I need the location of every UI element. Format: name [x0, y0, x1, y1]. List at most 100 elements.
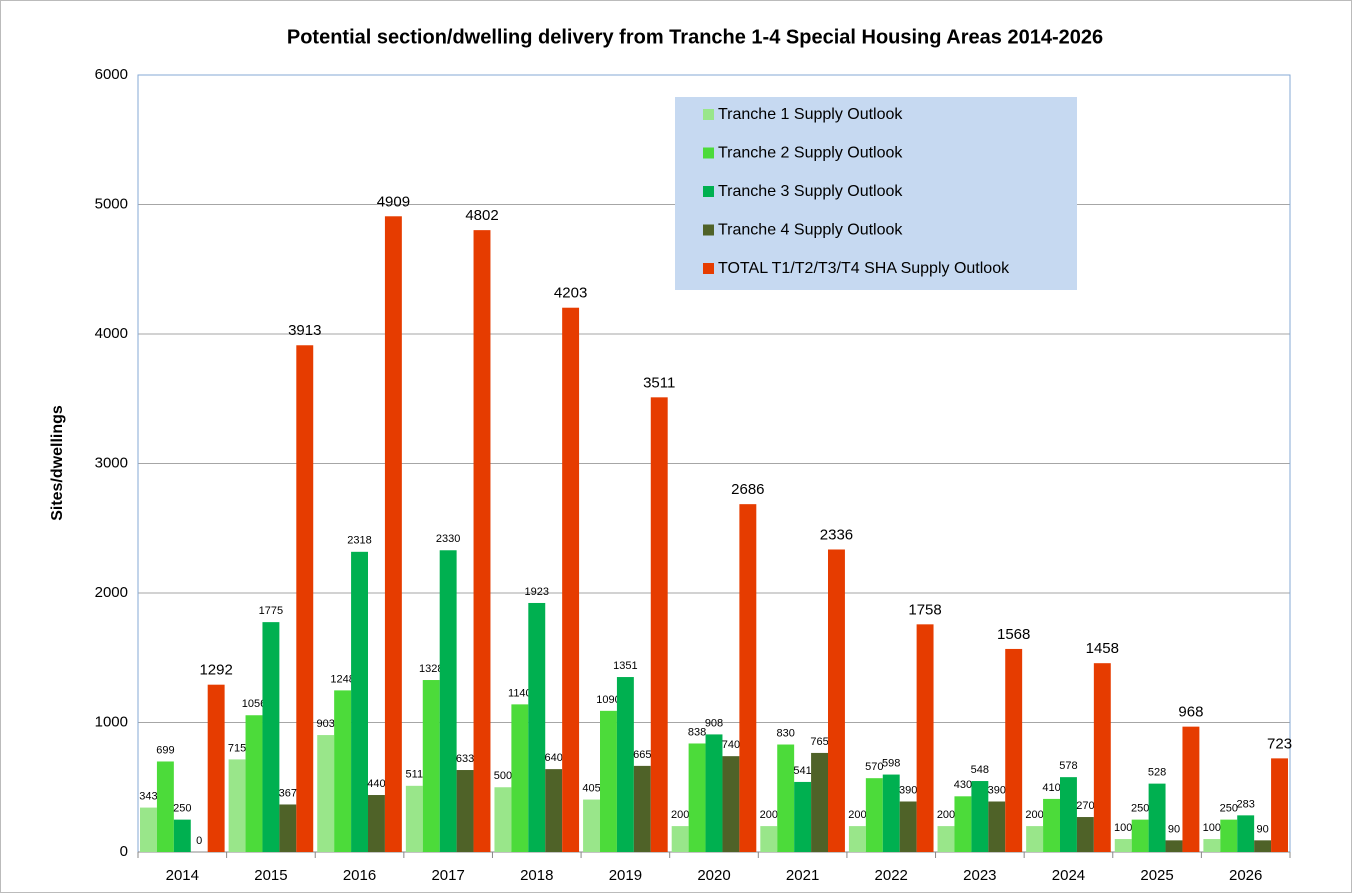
y-tick-label: 6000 — [95, 66, 128, 83]
x-tick-label: 2025 — [1140, 867, 1173, 884]
value-label: 440 — [367, 778, 385, 790]
bar — [334, 690, 352, 852]
bar — [511, 704, 529, 852]
value-label: 908 — [705, 717, 723, 729]
bar — [1165, 840, 1183, 852]
legend-label: Tranche 1 Supply Outlook — [718, 106, 903, 123]
bar — [562, 307, 580, 852]
value-label: 3511 — [643, 374, 675, 391]
x-tick-label: 2023 — [963, 867, 996, 884]
value-label: 250 — [173, 803, 191, 815]
x-tick-label: 2015 — [254, 867, 287, 884]
value-label: 1328 — [419, 663, 443, 675]
value-label: 1775 — [259, 605, 283, 617]
y-tick-label: 0 — [120, 843, 128, 860]
value-label: 100 — [1203, 822, 1221, 834]
legend-label: Tranche 4 Supply Outlook — [718, 222, 903, 239]
value-label: 100 — [1114, 822, 1132, 834]
bar — [811, 752, 828, 852]
value-label: 541 — [793, 765, 811, 777]
bar — [583, 799, 600, 852]
bar — [848, 826, 866, 852]
bar — [1114, 839, 1132, 852]
bar — [937, 826, 955, 852]
value-label: 343 — [139, 790, 157, 802]
bar — [739, 504, 757, 852]
value-label: 1090 — [596, 694, 620, 706]
value-label: 2318 — [347, 535, 371, 547]
bar — [140, 807, 157, 852]
value-label: 1758 — [908, 601, 941, 618]
bar — [865, 778, 883, 852]
bar — [760, 826, 778, 852]
value-label: 367 — [279, 787, 297, 799]
bar — [228, 759, 246, 852]
bar — [262, 622, 280, 852]
y-tick-label: 3000 — [95, 454, 128, 471]
bar — [971, 781, 989, 852]
x-tick-label: 2018 — [520, 867, 553, 884]
value-label: 4909 — [377, 193, 410, 210]
value-label: 830 — [777, 727, 795, 739]
bar — [528, 602, 546, 852]
value-label: 570 — [865, 761, 883, 773]
x-tick-label: 2014 — [166, 867, 199, 884]
value-label: 200 — [671, 809, 689, 821]
bar — [777, 744, 795, 852]
value-label: 4203 — [554, 285, 587, 302]
bar — [705, 734, 723, 852]
bar — [1271, 758, 1288, 852]
x-tick-label: 2022 — [875, 867, 908, 884]
bar — [722, 756, 740, 852]
bar — [988, 801, 1006, 852]
bar — [882, 774, 900, 852]
legend-label: Tranche 2 Supply Outlook — [718, 145, 903, 162]
bar — [688, 743, 706, 852]
x-tick-label: 2020 — [697, 867, 730, 884]
value-label: 598 — [882, 757, 900, 769]
y-tick-label: 5000 — [95, 195, 128, 212]
value-label: 548 — [971, 764, 989, 776]
bar — [494, 787, 512, 852]
bar — [296, 345, 314, 852]
value-label: 2330 — [436, 533, 460, 545]
value-label: 3913 — [288, 322, 321, 339]
bar — [1148, 783, 1166, 852]
value-label: 1351 — [613, 660, 637, 672]
bar — [828, 549, 845, 852]
x-tick-label: 2021 — [786, 867, 819, 884]
bar — [650, 397, 668, 852]
value-label: 1568 — [997, 626, 1030, 643]
value-label: 2686 — [731, 481, 764, 498]
bar — [671, 826, 689, 852]
value-label: 723 — [1267, 735, 1292, 752]
value-label: 0 — [196, 835, 202, 847]
value-label: 1292 — [199, 662, 232, 679]
bar — [156, 761, 174, 852]
bar — [173, 819, 191, 852]
value-label: 270 — [1076, 800, 1094, 812]
bar — [1254, 840, 1272, 852]
bar — [600, 710, 617, 852]
y-tick-label: 4000 — [95, 325, 128, 342]
x-tick-label: 2026 — [1229, 867, 1262, 884]
value-label: 4802 — [465, 207, 498, 224]
bar — [368, 795, 385, 852]
value-label: 765 — [810, 736, 828, 748]
value-label: 1923 — [525, 586, 549, 598]
bar — [279, 804, 297, 852]
bar — [245, 715, 263, 852]
value-label: 715 — [228, 742, 246, 754]
value-label: 699 — [156, 744, 174, 756]
y-axis-label: Sites/dwellings — [49, 405, 66, 521]
bar — [317, 735, 335, 852]
legend-swatch — [703, 109, 714, 120]
bar — [916, 624, 934, 852]
y-tick-label: 1000 — [95, 713, 128, 730]
bar — [422, 680, 440, 852]
bar — [794, 781, 812, 852]
x-tick-label: 2016 — [343, 867, 376, 884]
bar — [1237, 815, 1255, 852]
value-label: 511 — [406, 769, 424, 781]
value-label: 578 — [1059, 760, 1077, 772]
